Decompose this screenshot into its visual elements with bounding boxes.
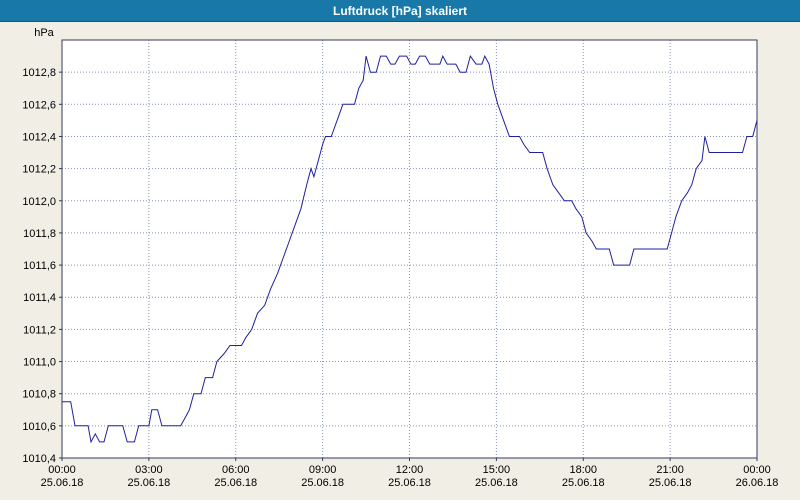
x-tick-time-label: 12:00 [396, 464, 424, 476]
y-tick-label: 1012,8 [22, 67, 56, 79]
x-tick-time-label: 18:00 [569, 464, 597, 476]
x-tick-date-label: 25.06.18 [301, 477, 344, 489]
plot-border [61, 39, 758, 459]
y-tick-label: 1010,6 [22, 421, 56, 433]
y-tick-label: 1012,0 [22, 196, 56, 208]
y-tick-label: 1011,0 [23, 357, 56, 369]
x-tick-time-label: 00:00 [743, 464, 771, 476]
y-tick-label: 1012,4 [22, 131, 56, 143]
y-tick-label: 1011,4 [23, 292, 56, 304]
x-tick-time-label: 21:00 [656, 464, 684, 476]
y-tick-label: 1011,8 [23, 228, 56, 240]
pressure-series-line [62, 54, 758, 444]
y-tick-label: 1012,2 [22, 164, 56, 176]
pressure-line-chart: 1010,4 1010,6 1010,8 1011,0 1011,2 1011,4 1011… [22, 27, 779, 489]
y-tick-label: 1010,8 [22, 389, 56, 401]
chart-area: 1010,4 1010,6 1010,8 1011,0 1011,2 1011,4 1011… [0, 22, 800, 500]
x-tick-time-label: 15:00 [483, 464, 511, 476]
chart-title: Luftdruck [hPa] skaliert [332, 3, 468, 18]
chart-title-bar: Luftdruck [hPa] skaliert [0, 0, 800, 22]
x-tick-time-label: 03:00 [135, 464, 163, 476]
y-tick-label: 1012,6 [22, 99, 56, 111]
y-tick-label: 1010,4 [22, 453, 56, 465]
x-tick-date-label: 25.06.18 [214, 477, 257, 489]
y-axis-unit-label: hPa [34, 27, 54, 39]
x-tick-time-label: 09:00 [309, 464, 337, 476]
x-tick-date-label: 25.06.18 [388, 477, 431, 489]
x-tick-date-label: 26.06.18 [736, 477, 779, 489]
x-tick-time-label: 06:00 [222, 464, 250, 476]
x-tick-date-label: 25.06.18 [649, 477, 692, 489]
y-tick-label: 1011,2 [23, 324, 56, 336]
x-tick-date-label: 25.06.18 [562, 477, 605, 489]
y-tick-label: 1011,6 [23, 260, 56, 272]
x-tick-time-label: 00:00 [48, 464, 76, 476]
x-tick-date-label: 25.06.18 [475, 477, 518, 489]
x-tick-date-label: 25.06.18 [41, 477, 84, 489]
x-tick-date-label: 25.06.18 [127, 477, 170, 489]
